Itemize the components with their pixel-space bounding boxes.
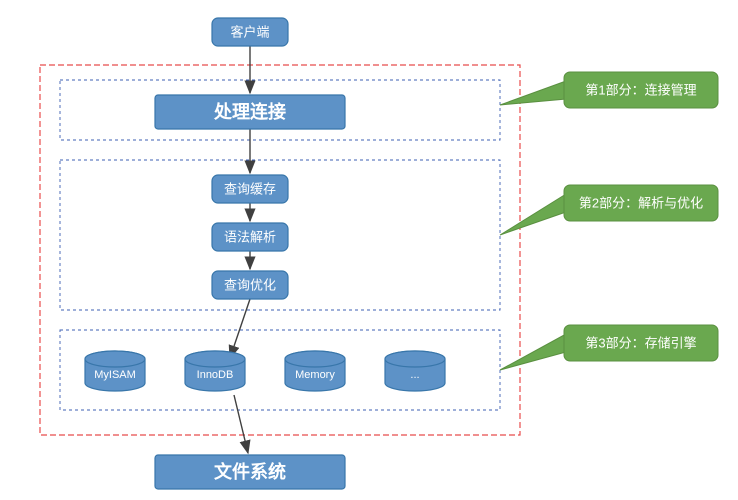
cyl-innodb: InnoDB [185, 351, 245, 391]
node-conn: 处理连接 [155, 95, 345, 129]
co3-label: 第3部分：存储引擎 [585, 336, 696, 351]
node-conn-label: 处理连接 [213, 101, 286, 122]
cyl-more-label: ... [410, 369, 419, 381]
co1-label: 第1部分：连接管理 [585, 83, 696, 98]
node-client-label: 客户端 [230, 25, 269, 40]
cyl-more: ... [385, 351, 445, 391]
co2: 第2部分：解析与优化 [500, 185, 718, 235]
node-client: 客户端 [212, 18, 288, 46]
co3: 第3部分：存储引擎 [500, 325, 718, 370]
node-optimize-label: 查询优化 [224, 278, 276, 293]
node-cache-label: 查询缓存 [224, 182, 276, 197]
node-optimize: 查询优化 [212, 271, 288, 299]
co1: 第1部分：连接管理 [500, 72, 718, 108]
node-filesystem: 文件系统 [155, 455, 345, 489]
node-parse-label: 语法解析 [224, 230, 276, 245]
node-cache: 查询缓存 [212, 175, 288, 203]
co2-label: 第2部分：解析与优化 [579, 196, 703, 211]
cyl-innodb-label: InnoDB [197, 369, 234, 381]
cyl-memory-label: Memory [295, 369, 335, 381]
cyl-myisam: MyISAM [85, 351, 145, 391]
arrow-a5 [230, 299, 250, 358]
node-parse: 语法解析 [212, 223, 288, 251]
node-filesystem-label: 文件系统 [214, 461, 286, 482]
arrow-a6 [234, 395, 248, 453]
cyl-myisam-label: MyISAM [94, 369, 136, 381]
cyl-memory: Memory [285, 351, 345, 391]
